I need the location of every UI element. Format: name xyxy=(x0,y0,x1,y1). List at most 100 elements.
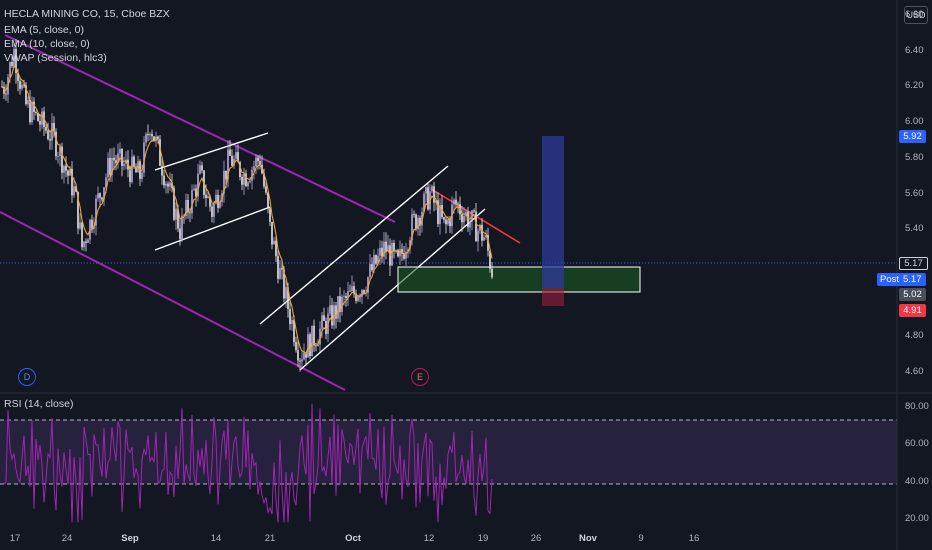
price-tick-label: 5.80 xyxy=(905,151,924,163)
candle-body xyxy=(267,192,269,209)
candle-body xyxy=(107,158,109,178)
price-tick-label: 6.00 xyxy=(905,116,924,128)
candle-body xyxy=(233,158,235,166)
indicator-ema10-label[interactable]: EMA (10, close, 0) xyxy=(4,38,90,50)
candle-body xyxy=(475,211,477,242)
candle-body xyxy=(319,328,321,345)
currency-button[interactable]: USD xyxy=(904,6,928,24)
projection-range-up xyxy=(542,136,564,288)
candle-body xyxy=(403,253,405,259)
candle-body xyxy=(105,177,107,188)
candle-body xyxy=(369,264,371,278)
candle-body xyxy=(393,242,395,252)
candle-body xyxy=(151,133,153,137)
candle-body xyxy=(133,156,135,167)
candle-body xyxy=(15,48,17,74)
time-tick-label: 14 xyxy=(210,533,222,544)
candle-body xyxy=(239,162,241,177)
candle-body xyxy=(115,160,117,163)
candle-body xyxy=(355,293,357,301)
candle-body xyxy=(77,191,79,229)
indicator-ema5-label[interactable]: EMA (5, close, 0) xyxy=(4,24,84,36)
candle-body xyxy=(241,176,243,185)
candle-body xyxy=(109,158,111,175)
time-tick-label: Sep xyxy=(121,533,139,544)
candle-body xyxy=(189,212,191,214)
candle-body xyxy=(179,228,181,239)
price-tick-label: 6.40 xyxy=(905,44,924,56)
candle-body xyxy=(91,219,93,229)
time-tick-label: Nov xyxy=(579,533,597,544)
candle-body xyxy=(385,241,387,252)
price-tick-label: 5.40 xyxy=(905,223,924,235)
target-zone-box[interactable] xyxy=(397,266,641,293)
rsi-label[interactable]: RSI (14, close) xyxy=(4,398,74,410)
candle-body xyxy=(335,305,337,319)
candle-body xyxy=(39,121,41,125)
candle-body xyxy=(101,197,103,200)
candle-body xyxy=(225,170,227,180)
price-tick-label: 5.60 xyxy=(905,187,924,199)
candle-body xyxy=(223,170,225,194)
candle-body xyxy=(253,166,255,170)
candle-body xyxy=(215,194,217,204)
candle-body xyxy=(373,255,375,271)
dividend-marker[interactable]: D xyxy=(18,368,36,386)
candle-body xyxy=(113,157,115,161)
candle-body xyxy=(17,73,19,81)
candle-body xyxy=(297,350,299,361)
candle-body xyxy=(27,100,29,105)
candle-body xyxy=(361,290,363,297)
candle-body xyxy=(485,235,487,238)
candle-body xyxy=(401,249,403,254)
candle-body xyxy=(329,305,331,314)
candle-body xyxy=(461,214,463,223)
candle-body xyxy=(367,277,369,293)
candle-body xyxy=(49,139,51,141)
candle-body xyxy=(381,247,383,257)
flag-upper-line xyxy=(154,132,269,171)
candle-body xyxy=(217,194,219,208)
candle-body xyxy=(295,342,297,351)
candle-body xyxy=(173,187,175,220)
projection-range-down xyxy=(542,288,564,306)
candle-body xyxy=(197,173,199,197)
candle-body xyxy=(353,286,355,294)
candle-body xyxy=(249,180,251,183)
candle-body xyxy=(423,193,425,212)
candle-body xyxy=(275,240,277,257)
candle-body xyxy=(147,134,149,136)
candle-body xyxy=(399,249,401,257)
candle-body xyxy=(371,264,373,271)
rsi-line xyxy=(3,403,493,523)
earnings-marker[interactable]: E xyxy=(411,368,429,386)
time-tick-label: 9 xyxy=(638,533,644,544)
rsi-tick-label: 40.00 xyxy=(905,475,929,487)
candle-body xyxy=(209,196,211,207)
candle-body xyxy=(479,224,481,231)
candle-body xyxy=(351,286,353,291)
candle-body xyxy=(303,352,305,360)
candle-body xyxy=(73,186,75,196)
candle-body xyxy=(181,215,183,239)
rsi-tick-label: 60.00 xyxy=(905,438,929,450)
flag-lower-line xyxy=(154,206,271,251)
candle-body xyxy=(247,182,249,187)
candle-body xyxy=(305,352,307,358)
candle-body xyxy=(443,217,445,220)
candle-body xyxy=(457,203,459,205)
candle-body xyxy=(159,139,161,166)
rsi-tick-label: 20.00 xyxy=(905,512,929,524)
candle-body xyxy=(409,240,411,250)
indicator-vwap-label[interactable]: VWAP (Session, hlc3) xyxy=(4,52,107,64)
candle-body xyxy=(199,165,201,174)
candle-body xyxy=(257,157,259,162)
candle-body xyxy=(415,214,417,230)
candle-body xyxy=(141,172,143,179)
candle-body xyxy=(321,315,323,329)
candle-body xyxy=(185,199,187,217)
candle-body xyxy=(157,136,159,140)
price-tag-491: 4.91 xyxy=(899,304,926,317)
candle-body xyxy=(357,296,359,301)
